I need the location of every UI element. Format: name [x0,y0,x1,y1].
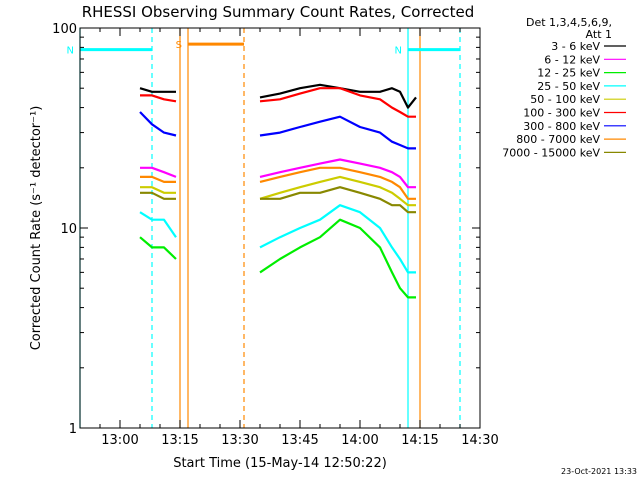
series-line [259,166,416,200]
x-tick-label: 14:30 [461,433,498,448]
series-line [259,115,416,150]
series-line [260,186,416,214]
series-line [140,94,177,103]
series-line [139,236,177,260]
legend-label: 25 - 50 keV [537,80,600,93]
x-axis-label: Start Time (15-May-14 12:50:22) [173,456,387,471]
legend-label: 12 - 25 keV [537,67,600,80]
flag-label: N [395,46,402,57]
legend-label: 50 - 100 keV [530,93,600,106]
legend-header: Att 1 [586,28,612,41]
x-tick-label: 13:15 [161,433,198,448]
y-tick-label: 10 [60,222,77,237]
series-line [139,111,177,137]
x-tick-label: 13:45 [281,433,318,448]
legend-label: 7000 - 15000 keV [502,146,600,159]
series-line [140,186,176,194]
flag-bars: N NS [67,40,460,57]
series-group [139,83,417,299]
legend-label: 3 - 6 keV [551,40,600,53]
x-tick-label: 13:30 [221,433,258,448]
series-line [140,175,176,183]
flag-label: S [176,40,182,51]
y-axis-label: Corrected Count Rate (s⁻¹ detector⁻¹) [29,106,44,351]
series-line [139,211,177,238]
series-line [259,175,416,207]
legend-header: Det 1,3,4,5,6,9, [526,16,612,29]
chart-title: RHESSI Observing Summary Count Rates, Co… [82,3,475,21]
series-line [140,191,176,200]
series-line [259,83,417,109]
x-tick-label: 14:15 [401,433,438,448]
footer-timestamp: 23-Oct-2021 13:33 [561,467,637,476]
series-line [259,158,416,189]
y-tick-label: 1 [69,422,77,437]
y-tick-label: 100 [52,22,77,37]
flag-label: N [67,46,74,57]
series-line [139,87,176,93]
x-tick-label: 14:00 [341,433,378,448]
legend-label: 800 - 7000 keV [516,133,600,146]
series-line [140,166,177,178]
x-tick-label: 13:00 [101,433,138,448]
series-line [259,204,416,274]
series-line [259,218,416,299]
axes: 13:00 13:15 13:30 13:45 14:00 14:15 14:30 1 10 10… [52,22,499,448]
legend-label: 6 - 12 keV [544,53,600,66]
series-line [259,87,416,118]
legend-label: 300 - 800 keV [523,120,600,133]
legend-label: 100 - 300 keV [523,107,600,120]
